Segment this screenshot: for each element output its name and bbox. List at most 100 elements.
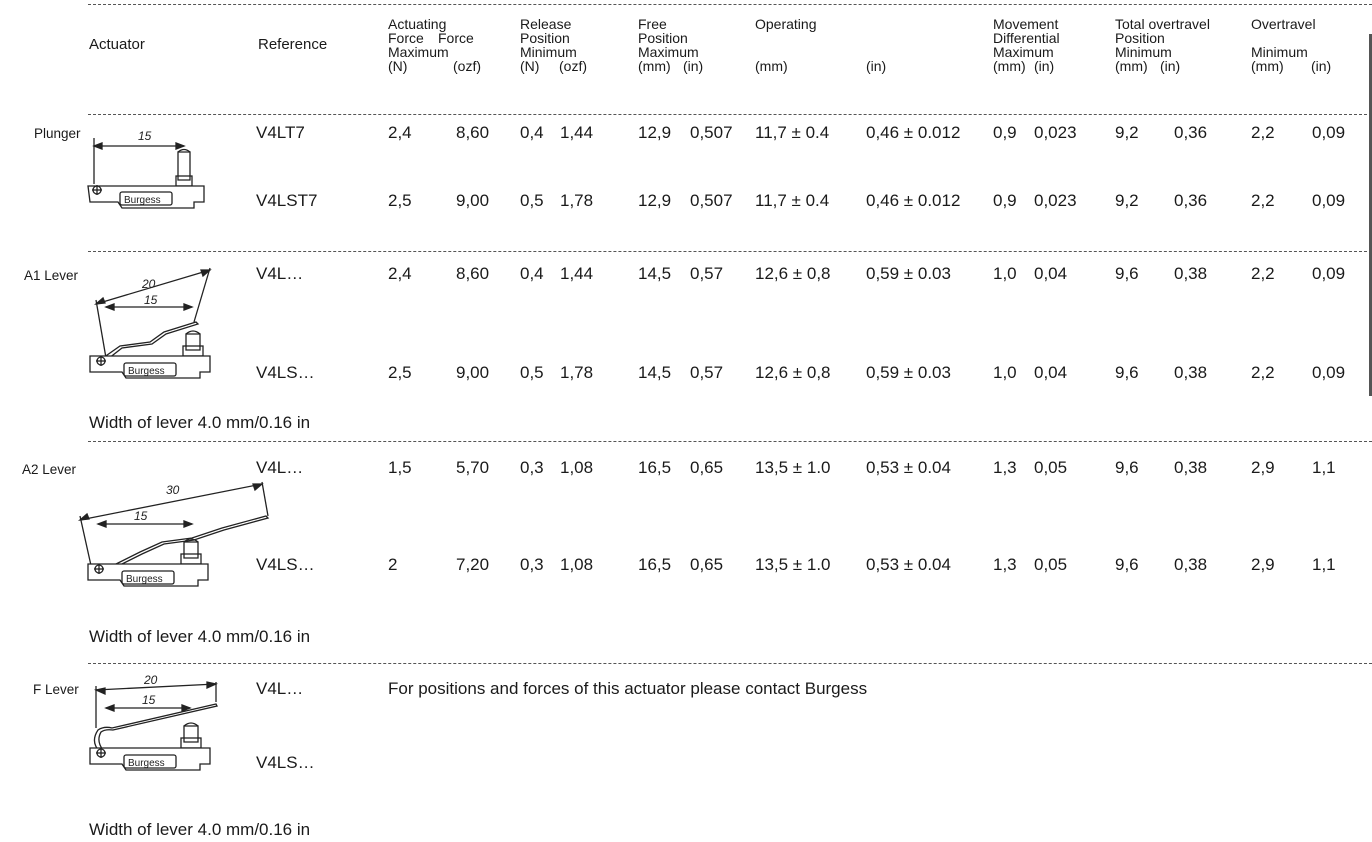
group-label-f-lever: F Lever bbox=[33, 682, 79, 697]
cell-md-mm: 1,3 bbox=[993, 458, 1017, 477]
dim-label: 20 bbox=[143, 673, 158, 687]
hdr-reference: Reference bbox=[258, 36, 328, 53]
hdr-actuator: Actuator bbox=[89, 36, 145, 53]
cell-md-in: 0,05 bbox=[1034, 555, 1068, 574]
page-edge-bar bbox=[1369, 34, 1372, 396]
cell-md-mm: 1,0 bbox=[993, 264, 1017, 283]
cell-op-mm: 13,5 ± 1.0 bbox=[755, 458, 831, 477]
cell-to-mm: 9,6 bbox=[1115, 363, 1139, 382]
brand-label: Burgess bbox=[128, 366, 165, 377]
cell-to-in: 0,36 bbox=[1174, 123, 1208, 142]
cell-to-mm: 9,2 bbox=[1115, 123, 1139, 142]
group-label-a2-lever: A2 Lever bbox=[22, 462, 77, 477]
cell-fp-in: 0,65 bbox=[690, 555, 724, 574]
cell-fp-in: 0,507 bbox=[690, 123, 733, 142]
hdr-unit-ozf-r: (ozf) bbox=[559, 58, 587, 74]
top-rule bbox=[88, 4, 1372, 5]
hdr-maximum-m: Maximum bbox=[993, 44, 1054, 60]
hdr-position-f: Position bbox=[638, 30, 688, 46]
hdr-minimum-t: Minimum bbox=[1115, 44, 1172, 60]
dim-label: 15 bbox=[144, 293, 158, 307]
cell-ov-mm: 2,9 bbox=[1251, 458, 1275, 477]
cell-fp-in: 0,57 bbox=[690, 264, 724, 283]
cell-rp-n: 0,5 bbox=[520, 191, 544, 210]
cell-rp-ozf: 1,44 bbox=[560, 264, 594, 283]
hdr-unit-in-f: (in) bbox=[683, 58, 704, 74]
dim-label: 15 bbox=[142, 693, 156, 707]
cell-op-in: 0,46 ± 0.012 bbox=[866, 191, 961, 210]
hdr-force-2: Force bbox=[438, 30, 474, 46]
hdr-unit-mm-o: (mm) bbox=[755, 58, 788, 74]
cell-fp-in: 0,57 bbox=[690, 363, 724, 382]
cell-ov-mm: 2,2 bbox=[1251, 191, 1275, 210]
cell-ref: V4LST7 bbox=[256, 191, 318, 210]
cell-af-ozf: 9,00 bbox=[456, 191, 490, 210]
cell-fp-mm: 12,9 bbox=[638, 191, 672, 210]
cell-fp-in: 0,507 bbox=[690, 191, 733, 210]
cell-rp-ozf: 1,78 bbox=[560, 363, 594, 382]
cell-op-in: 0,59 ± 0.03 bbox=[866, 264, 951, 283]
cell-af-ozf: 9,00 bbox=[456, 363, 490, 382]
cell-af-n: 2,5 bbox=[388, 363, 412, 382]
cell-to-in: 0,38 bbox=[1174, 363, 1208, 382]
cell-md-in: 0,023 bbox=[1034, 191, 1077, 210]
dim-label: 20 bbox=[141, 277, 156, 291]
hdr-unit-in-t: (in) bbox=[1160, 58, 1181, 74]
cell-af-n: 2,4 bbox=[388, 264, 412, 283]
a2-lever-actuator-diagram: 30 15 Burgess bbox=[77, 481, 270, 587]
cell-ov-in: 0,09 bbox=[1312, 123, 1346, 142]
hdr-movement: Movement bbox=[993, 16, 1059, 32]
hdr-position-t: Position bbox=[1115, 30, 1165, 46]
cell-ov-in: 1,1 bbox=[1312, 555, 1336, 574]
brand-label: Burgess bbox=[124, 195, 161, 206]
hdr-maximum-f: Maximum bbox=[638, 44, 699, 60]
cell-to-in: 0,38 bbox=[1174, 264, 1208, 283]
lever-width-note: Width of lever 4.0 mm/0.16 in bbox=[89, 413, 311, 432]
dim-label: 30 bbox=[166, 483, 180, 497]
hdr-actuating: Actuating bbox=[388, 16, 447, 32]
cell-rp-n: 0,3 bbox=[520, 555, 544, 574]
cell-md-in: 0,023 bbox=[1034, 123, 1077, 142]
cell-md-in: 0,05 bbox=[1034, 458, 1068, 477]
cell-af-ozf: 8,60 bbox=[456, 123, 490, 142]
table-row: V4L… 1,5 5,70 0,3 1,08 16,5 0,65 13,5 ± … bbox=[0, 458, 1372, 480]
section-rule-a2 bbox=[88, 441, 1372, 442]
lever-width-note: Width of lever 4.0 mm/0.16 in bbox=[89, 820, 311, 839]
cell-op-mm: 13,5 ± 1.0 bbox=[755, 555, 831, 574]
table-row: V4LS… 2 7,20 0,3 1,08 16,5 0,65 13,5 ± 1… bbox=[0, 555, 1372, 577]
cell-fp-in: 0,65 bbox=[690, 458, 724, 477]
table-row: V4L… 2,4 8,60 0,4 1,44 14,5 0,57 12,6 ± … bbox=[0, 264, 1372, 286]
hdr-unit-mm-ov: (mm) bbox=[1251, 58, 1284, 74]
cell-to-mm: 9,2 bbox=[1115, 191, 1139, 210]
dim-label: 15 bbox=[134, 509, 148, 523]
group-label-a1-lever: A1 Lever bbox=[24, 268, 79, 283]
cell-to-mm: 9,6 bbox=[1115, 458, 1139, 477]
cell-rp-ozf: 1,08 bbox=[560, 458, 594, 477]
hdr-force-1: Force bbox=[388, 30, 424, 46]
cell-fp-mm: 14,5 bbox=[638, 264, 672, 283]
cell-op-in: 0,59 ± 0.03 bbox=[866, 363, 951, 382]
cell-to-in: 0,36 bbox=[1174, 191, 1208, 210]
cell-ov-in: 1,1 bbox=[1312, 458, 1336, 477]
cell-to-mm: 9,6 bbox=[1115, 555, 1139, 574]
cell-ov-mm: 2,2 bbox=[1251, 363, 1275, 382]
cell-op-in: 0,46 ± 0.012 bbox=[866, 123, 961, 142]
cell-to-in: 0,38 bbox=[1174, 555, 1208, 574]
hdr-unit-n: (N) bbox=[388, 58, 408, 74]
cell-rp-ozf: 1,44 bbox=[560, 123, 594, 142]
cell-md-mm: 1,0 bbox=[993, 363, 1017, 382]
cell-op-mm: 11,7 ± 0.4 bbox=[755, 123, 830, 142]
hdr-minimum-o: Minimum bbox=[1251, 44, 1308, 60]
hdr-maximum-af: Maximum bbox=[388, 44, 449, 60]
hdr-free: Free bbox=[638, 16, 667, 32]
section-rule-f bbox=[88, 663, 1372, 664]
table-row: V4LS… 2,5 9,00 0,5 1,78 14,5 0,57 12,6 ±… bbox=[0, 363, 1372, 385]
cell-ov-mm: 2,2 bbox=[1251, 123, 1275, 142]
cell-rp-ozf: 1,78 bbox=[560, 191, 594, 210]
hdr-unit-in-o: (in) bbox=[866, 58, 887, 74]
cell-to-in: 0,38 bbox=[1174, 458, 1208, 477]
cell-md-mm: 1,3 bbox=[993, 555, 1017, 574]
cell-af-ozf: 5,70 bbox=[456, 458, 490, 477]
dim-label: 15 bbox=[138, 129, 152, 143]
cell-af-n: 2,4 bbox=[388, 123, 412, 142]
